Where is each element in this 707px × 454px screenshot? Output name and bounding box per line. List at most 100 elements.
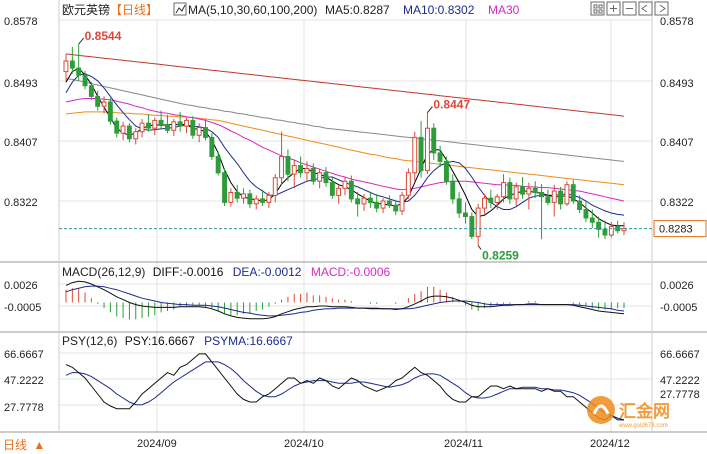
candle-down [450, 180, 456, 200]
date-tick: 2024/12 [590, 438, 630, 450]
candle-down [348, 180, 354, 200]
price-annotation-label: 0.8447 [433, 98, 470, 112]
macd-tick-left: 0.0026 [4, 280, 38, 292]
price-tick-left: 0.8493 [4, 78, 38, 90]
candle-down [285, 156, 291, 175]
candle-down [418, 136, 424, 172]
zoom-out-icon[interactable] [622, 1, 637, 16]
candle-up [266, 194, 272, 203]
candle-down [76, 67, 82, 76]
candle-down [69, 60, 75, 69]
psy-value: PSY:16.6667 [125, 334, 195, 348]
candle-down [190, 119, 196, 136]
candle-up [621, 228, 627, 232]
macd-panel [65, 280, 625, 320]
candle-down [570, 184, 576, 202]
candle-up [405, 172, 411, 196]
candle-up [380, 200, 386, 209]
zoom-in-icon[interactable] [606, 1, 621, 16]
current-price-label: 0.8283 [659, 224, 693, 236]
grid-icon[interactable] [590, 1, 605, 16]
period-dropdown-icon: ▲ [33, 438, 45, 452]
candle-down [431, 127, 437, 154]
macd-tick-left: -0.0005 [4, 302, 41, 314]
period-selector[interactable]: 日线 ▲ [3, 438, 45, 452]
candle-down [95, 95, 101, 107]
candle-down [545, 196, 551, 204]
macd-tick-right: -0.0005 [660, 302, 697, 314]
candle-down [507, 182, 513, 200]
svg-text:www.gold678.com: www.gold678.com [618, 423, 668, 429]
price-tick-right: 0.8322 [660, 197, 694, 209]
psy-line [65, 353, 624, 421]
price-tick-right: 0.8493 [660, 78, 694, 90]
macd-params: MACD(26,12,9) [62, 265, 145, 279]
svg-text:汇金网: 汇金网 [619, 401, 670, 421]
candle-up [272, 177, 278, 196]
candle-down [602, 228, 608, 236]
candle-up [228, 192, 234, 203]
candle-down [234, 192, 240, 199]
candle-up [551, 190, 557, 203]
scroll-right-icon[interactable] [654, 1, 669, 16]
ma-line-ma200 [65, 53, 625, 117]
candle-down [247, 193, 253, 205]
price-tick-right: 0.8578 [660, 16, 694, 28]
price-tick-left: 0.8407 [4, 137, 38, 149]
price-annotation-label: 0.8544 [85, 29, 122, 43]
candle-up [63, 60, 69, 73]
candle-down [596, 221, 602, 230]
candle-down [558, 190, 563, 205]
candle-up [564, 184, 570, 205]
candle-down [589, 217, 595, 223]
candle-up [399, 194, 405, 212]
candle-down [437, 152, 443, 162]
date-tick: 2024/10 [284, 438, 324, 450]
candle-down [215, 156, 221, 174]
candle-up [608, 226, 614, 236]
price-annotations: 0.8544 0.8447 0.8259 [78, 29, 519, 263]
period-label: 【日线】 [110, 3, 158, 17]
candle-down [367, 197, 373, 203]
symbol-title: 欧元英镑【日线】 [62, 2, 158, 17]
candle-down [532, 187, 538, 194]
grid-lines [59, 19, 652, 432]
candle-up [425, 127, 430, 172]
period-selector-label: 日线 [3, 438, 27, 452]
macd-diff-line [65, 280, 625, 320]
candle-up [342, 180, 348, 189]
candle-up [120, 125, 126, 134]
scroll-left-icon[interactable] [638, 1, 653, 16]
candle-down [298, 165, 304, 174]
macd-diff-value: DIFF:-0.0016 [153, 265, 224, 279]
ma-params: MA(5,10,30,60,100,200) [188, 3, 317, 17]
candle-up [279, 156, 285, 179]
candle-down [469, 216, 475, 237]
candle-down [310, 168, 316, 182]
watermark-logo: 汇金网 www.gold678.com [587, 396, 670, 429]
price-tick-left: 0.8578 [4, 16, 38, 28]
candle-down [146, 122, 151, 129]
candle-up [526, 187, 532, 195]
psy-params: PSY(12,6) [62, 334, 117, 348]
candle-up [494, 196, 500, 204]
moving-average-lines [65, 53, 625, 227]
candle-up [475, 207, 481, 237]
ma-line-ma60 [65, 111, 625, 186]
candle-up [482, 197, 487, 209]
candle-down [329, 182, 335, 196]
candle-down [107, 101, 113, 122]
candle-down [222, 172, 228, 203]
chart-toolbar [590, 1, 669, 16]
candle-up [501, 182, 507, 198]
candle-down [577, 200, 582, 210]
candle-down [323, 172, 329, 184]
candle-up [171, 121, 177, 131]
candle-down [126, 125, 132, 140]
ma10-value: MA10:0.8302 [403, 3, 475, 17]
psy-tick-right: 66.6667 [660, 349, 700, 361]
psy-tick-right: 47.2222 [660, 375, 700, 387]
candle-up [304, 168, 310, 174]
candle-down [88, 85, 94, 97]
candle-up [513, 186, 519, 200]
